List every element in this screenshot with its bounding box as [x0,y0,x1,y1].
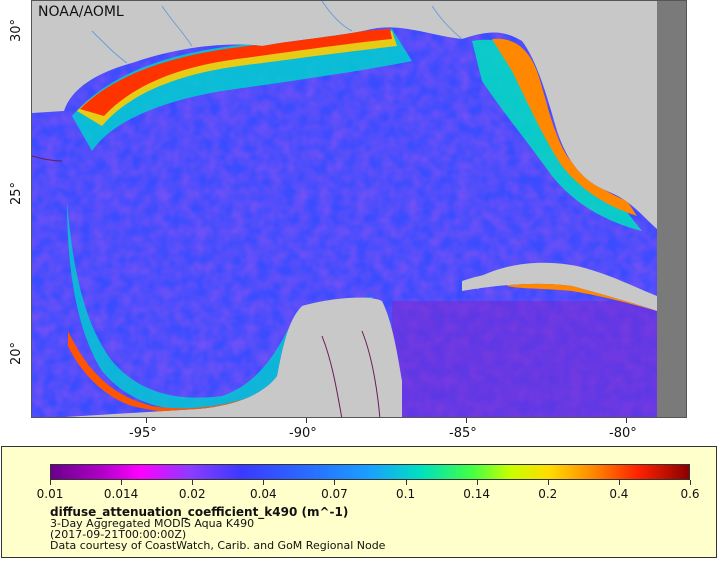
lon-label-95: -95° [129,426,157,441]
colorbar-tick-mark [690,480,691,485]
legend-source: Data courtesy of CoastWatch, Carib. and … [50,539,386,552]
legend-subtitle: 3-Day Aggregated MODIS Aqua K490 [50,517,255,530]
lon-label-80: -80° [609,426,637,441]
colorbar-tick-label: 0.4 [609,487,629,501]
colorbar-tick-label: 0.6 [680,487,700,501]
colorbar-tick-mark [476,480,478,485]
colorbar-tick-mark [192,480,194,485]
map-panel: NOAA/AOML [31,0,687,418]
lon-tick [466,418,467,423]
colorbar-tick-label: 0.01 [36,487,64,501]
chlorophyll-map-image [32,1,686,417]
colorbar-tick-mark [405,480,407,485]
colorbar-tick-label: 0.2 [538,487,558,501]
legend-panel: diffuse_attenuation_coefficient_k490 (m^… [1,446,717,558]
lon-tick [626,418,627,423]
colorbar-tick-mark [547,480,549,485]
colorbar-tick-label: 0.07 [321,487,348,501]
legend-title: diffuse_attenuation_coefficient_k490 (m^… [50,505,349,519]
lon-tick [146,418,147,423]
colorbar-tick-mark [334,480,336,485]
lat-label-30: 30° [9,18,25,43]
colorbar-tick-label: 0.14 [463,487,491,501]
lon-label-90: -90° [289,426,317,441]
lat-label-20: 20° [9,341,25,366]
colorbar-tick-mark [121,480,123,485]
colorbar [50,464,690,480]
colorbar-tick-label: 0.02 [178,487,206,501]
lat-label-25: 25° [9,181,25,206]
lon-tick [306,418,307,423]
colorbar-tick-label: 0.04 [249,487,277,501]
lon-label-85: -85° [449,426,477,441]
colorbar-tick-mark [263,480,265,485]
colorbar-tick-mark [618,480,620,485]
colorbar-tick-mark [50,480,51,485]
colorbar-tick-label: 0.1 [396,487,416,501]
legend-date: (2017-09-21T00:00:00Z) [50,528,187,541]
map-credit: NOAA/AOML [38,4,124,20]
colorbar-tick-label: 0.014 [103,487,139,501]
